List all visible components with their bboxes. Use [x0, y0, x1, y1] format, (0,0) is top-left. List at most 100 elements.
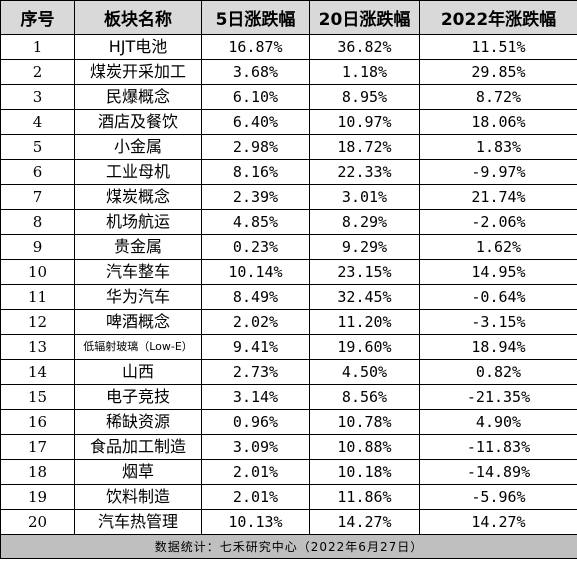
- cell-sector: 稀缺资源: [74, 409, 202, 435]
- cell-change-2022: 8.72%: [419, 84, 577, 110]
- cell-change-2022: -11.83%: [419, 434, 577, 460]
- cell-change-5d: 16.87%: [201, 34, 310, 60]
- cell-sector: 工业母机: [74, 159, 202, 185]
- table-row: 13 低辐射玻璃（Low-E） 9.41% 19.60% 18.94%: [0, 334, 577, 360]
- cell-sector: 汽车热管理: [74, 509, 202, 535]
- cell-change-2022: 1.62%: [419, 234, 577, 260]
- cell-index: 12: [0, 309, 75, 335]
- cell-change-20d: 23.15%: [309, 259, 420, 285]
- cell-change-20d: 9.29%: [309, 234, 420, 260]
- source-note: 数据统计：七禾研究中心（2022年6月27日）: [0, 534, 577, 559]
- cell-change-20d: 10.78%: [309, 409, 420, 435]
- header-row: 序号 板块名称 5日涨跌幅 20日涨跌幅 2022年涨跌幅: [0, 0, 577, 35]
- table-row: 19 饮料制造 2.01% 11.86% -5.96%: [0, 484, 577, 510]
- cell-change-2022: -9.97%: [419, 159, 577, 185]
- cell-change-20d: 11.86%: [309, 484, 420, 510]
- cell-sector: HJT电池: [74, 34, 202, 60]
- cell-sector: 煤炭概念: [74, 184, 202, 210]
- cell-sector: 低辐射玻璃（Low-E）: [74, 334, 202, 360]
- cell-change-2022: 4.90%: [419, 409, 577, 435]
- cell-change-20d: 22.33%: [309, 159, 420, 185]
- cell-change-20d: 36.82%: [309, 34, 420, 60]
- table-row: 16 稀缺资源 0.96% 10.78% 4.90%: [0, 409, 577, 435]
- cell-change-20d: 14.27%: [309, 509, 420, 535]
- cell-change-5d: 6.10%: [201, 84, 310, 110]
- header-change-2022: 2022年涨跌幅: [419, 0, 577, 35]
- table-row: 10 汽车整车 10.14% 23.15% 14.95%: [0, 259, 577, 285]
- table-row: 8 机场航运 4.85% 8.29% -2.06%: [0, 209, 577, 235]
- table-row: 4 酒店及餐饮 6.40% 10.97% 18.06%: [0, 109, 577, 135]
- header-change-20d: 20日涨跌幅: [309, 0, 420, 35]
- cell-index: 10: [0, 259, 75, 285]
- cell-sector: 饮料制造: [74, 484, 202, 510]
- cell-sector: 民爆概念: [74, 84, 202, 110]
- cell-sector: 机场航运: [74, 209, 202, 235]
- cell-change-5d: 3.09%: [201, 434, 310, 460]
- cell-sector: 食品加工制造: [74, 434, 202, 460]
- cell-change-5d: 0.23%: [201, 234, 310, 260]
- cell-change-2022: -0.64%: [419, 284, 577, 310]
- cell-index: 8: [0, 209, 75, 235]
- cell-index: 15: [0, 384, 75, 410]
- table-row: 15 电子竞技 3.14% 8.56% -21.35%: [0, 384, 577, 410]
- cell-change-2022: -3.15%: [419, 309, 577, 335]
- cell-change-5d: 2.98%: [201, 134, 310, 160]
- cell-change-20d: 32.45%: [309, 284, 420, 310]
- cell-change-5d: 8.16%: [201, 159, 310, 185]
- header-sector: 板块名称: [74, 0, 202, 35]
- table-row: 11 华为汽车 8.49% 32.45% -0.64%: [0, 284, 577, 310]
- cell-change-5d: 2.39%: [201, 184, 310, 210]
- cell-sector: 小金属: [74, 134, 202, 160]
- cell-change-20d: 4.50%: [309, 359, 420, 385]
- cell-change-20d: 10.97%: [309, 109, 420, 135]
- cell-index: 5: [0, 134, 75, 160]
- cell-index: 6: [0, 159, 75, 185]
- cell-change-5d: 2.01%: [201, 484, 310, 510]
- table-row: 12 啤酒概念 2.02% 11.20% -3.15%: [0, 309, 577, 335]
- cell-change-2022: 29.85%: [419, 59, 577, 85]
- cell-index: 7: [0, 184, 75, 210]
- table-row: 20 汽车热管理 10.13% 14.27% 14.27%: [0, 509, 577, 535]
- cell-change-5d: 4.85%: [201, 209, 310, 235]
- cell-index: 14: [0, 359, 75, 385]
- table-row: 1 HJT电池 16.87% 36.82% 11.51%: [0, 34, 577, 60]
- cell-index: 19: [0, 484, 75, 510]
- cell-change-20d: 10.88%: [309, 434, 420, 460]
- cell-index: 13: [0, 334, 75, 360]
- cell-sector: 汽车整车: [74, 259, 202, 285]
- cell-index: 1: [0, 34, 75, 60]
- cell-sector: 烟草: [74, 459, 202, 485]
- cell-change-5d: 2.73%: [201, 359, 310, 385]
- cell-change-20d: 18.72%: [309, 134, 420, 160]
- table-row: 5 小金属 2.98% 18.72% 1.83%: [0, 134, 577, 160]
- cell-change-5d: 9.41%: [201, 334, 310, 360]
- table-row: 7 煤炭概念 2.39% 3.01% 21.74%: [0, 184, 577, 210]
- cell-sector: 酒店及餐饮: [74, 109, 202, 135]
- cell-change-2022: -14.89%: [419, 459, 577, 485]
- cell-sector: 电子竞技: [74, 384, 202, 410]
- cell-change-20d: 8.29%: [309, 209, 420, 235]
- cell-index: 16: [0, 409, 75, 435]
- cell-change-2022: -5.96%: [419, 484, 577, 510]
- cell-change-5d: 8.49%: [201, 284, 310, 310]
- cell-change-5d: 10.13%: [201, 509, 310, 535]
- cell-index: 20: [0, 509, 75, 535]
- header-index: 序号: [0, 0, 75, 35]
- cell-change-5d: 3.68%: [201, 59, 310, 85]
- cell-change-2022: 21.74%: [419, 184, 577, 210]
- table-row: 3 民爆概念 6.10% 8.95% 8.72%: [0, 84, 577, 110]
- cell-change-20d: 3.01%: [309, 184, 420, 210]
- table-row: 9 贵金属 0.23% 9.29% 1.62%: [0, 234, 577, 260]
- cell-change-2022: 18.94%: [419, 334, 577, 360]
- cell-sector: 贵金属: [74, 234, 202, 260]
- cell-sector: 煤炭开采加工: [74, 59, 202, 85]
- cell-change-5d: 2.02%: [201, 309, 310, 335]
- cell-sector: 啤酒概念: [74, 309, 202, 335]
- cell-change-2022: 11.51%: [419, 34, 577, 60]
- cell-index: 2: [0, 59, 75, 85]
- cell-index: 3: [0, 84, 75, 110]
- table-row: 2 煤炭开采加工 3.68% 1.18% 29.85%: [0, 59, 577, 85]
- cell-change-20d: 10.18%: [309, 459, 420, 485]
- cell-change-20d: 1.18%: [309, 59, 420, 85]
